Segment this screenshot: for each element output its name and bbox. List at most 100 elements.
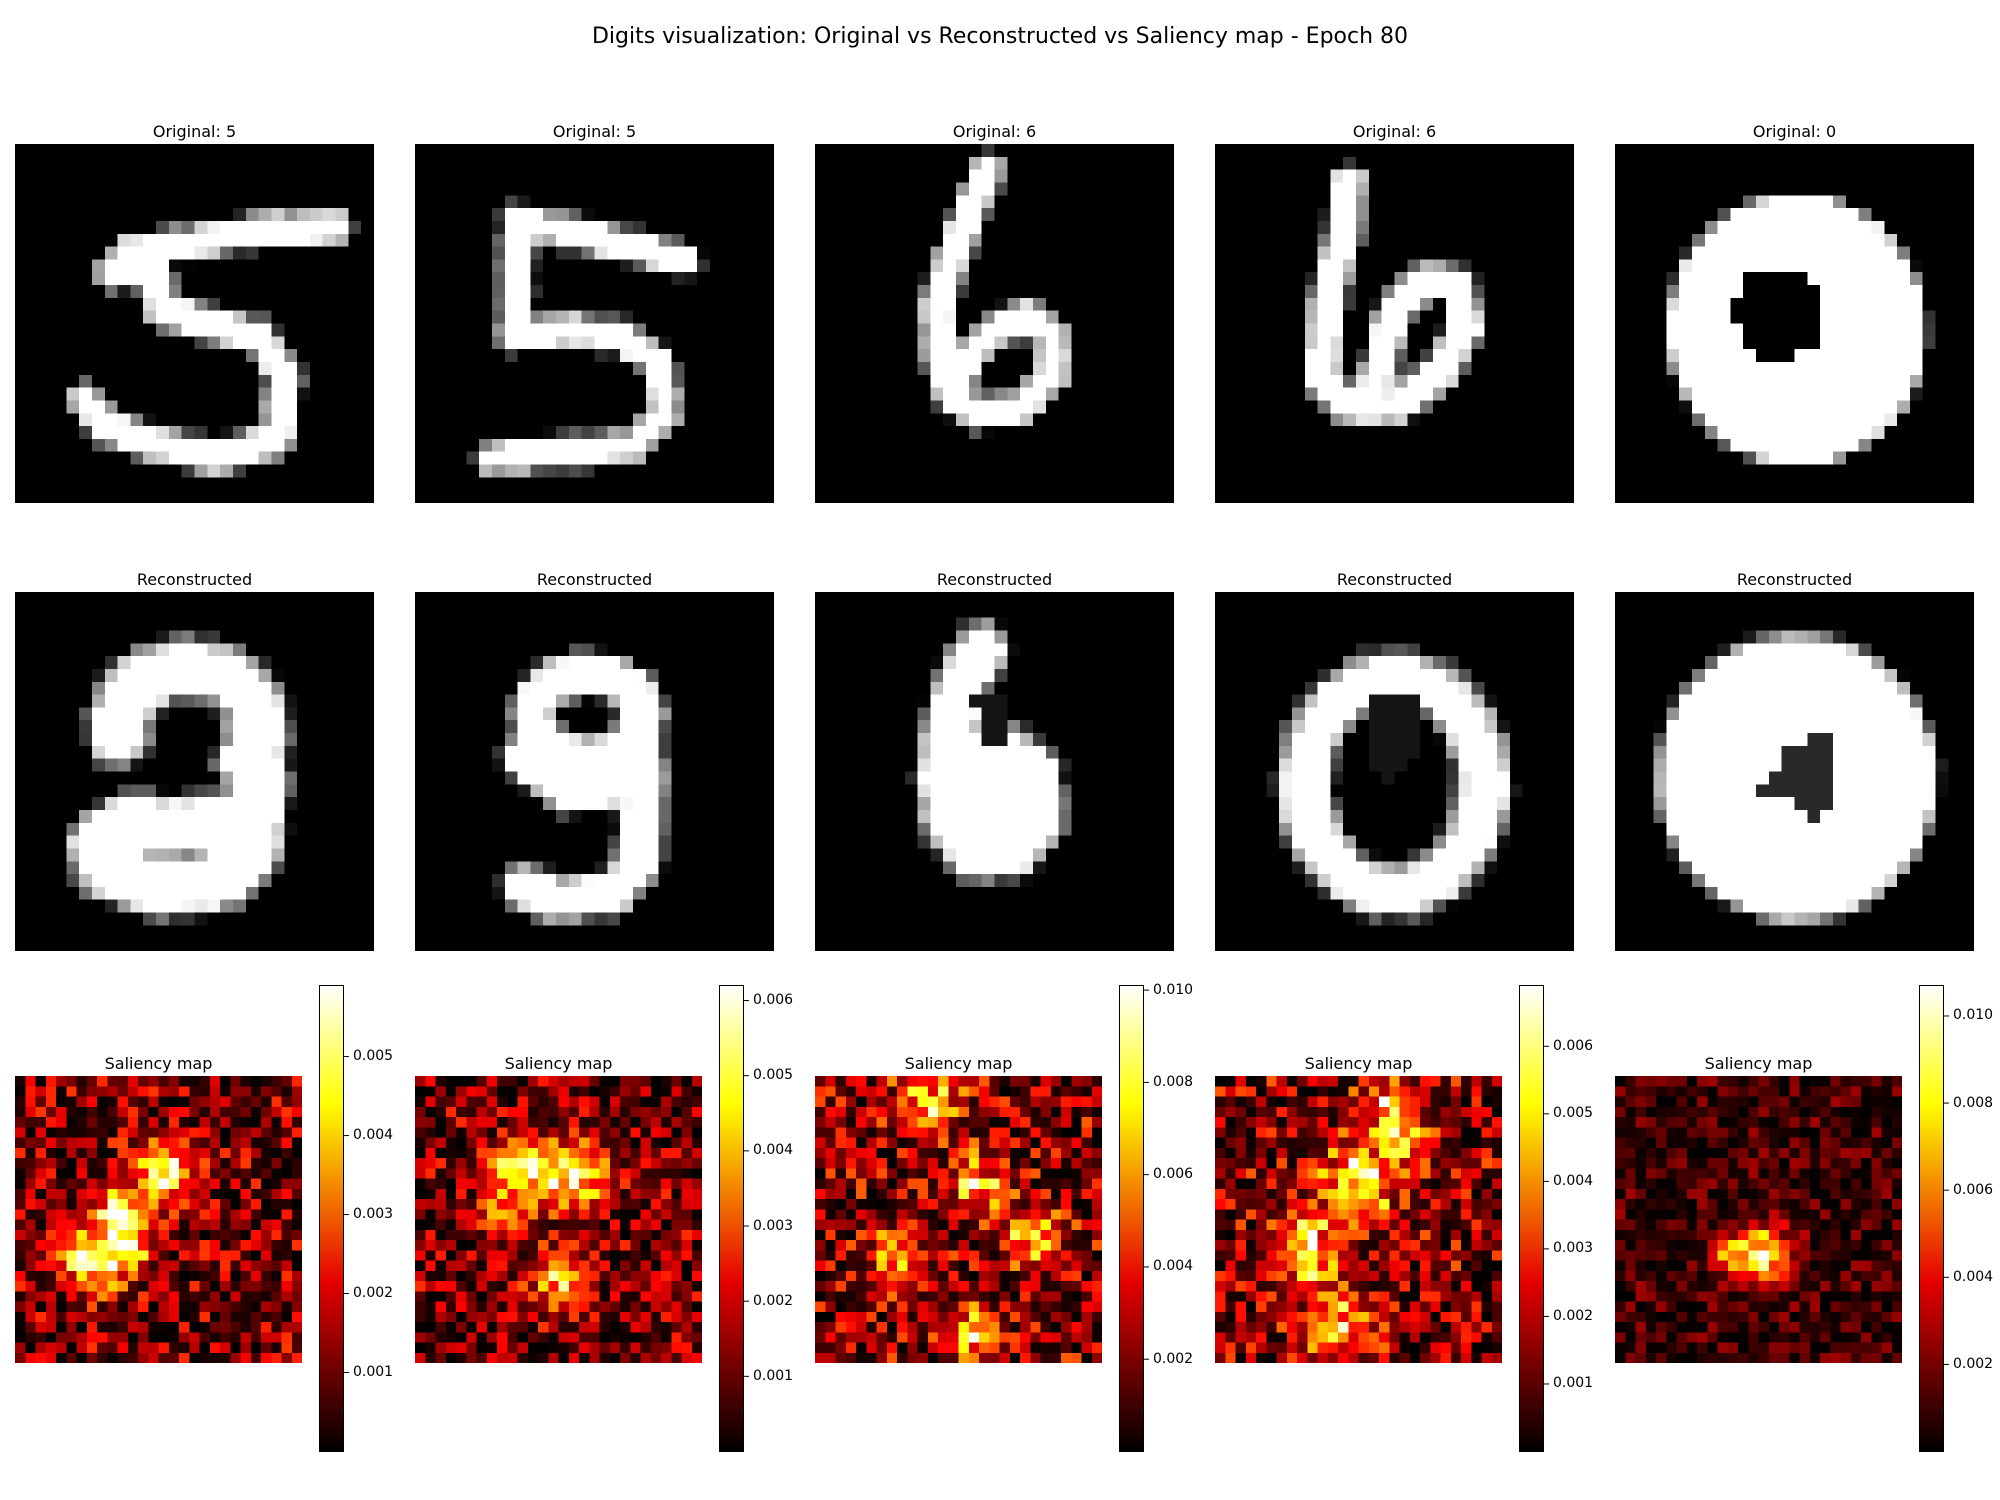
heatmap-cell	[168, 208, 182, 222]
heatmap-cell	[1794, 477, 1808, 491]
heatmap-cell	[891, 310, 906, 324]
heatmap-cell	[1215, 246, 1229, 260]
heatmap-cell	[556, 707, 570, 721]
heatmap-cell	[1368, 297, 1382, 311]
heatmap-cell	[453, 413, 467, 427]
heatmap-cell	[1948, 349, 1962, 363]
heatmap-cell	[581, 592, 595, 606]
heatmap-cell	[1897, 259, 1911, 273]
heatmap-cell	[1356, 220, 1370, 235]
heatmap-cell	[1653, 297, 1667, 311]
heatmap-cell	[1768, 361, 1782, 376]
heatmap-cell	[1820, 208, 1834, 222]
heatmap-cell	[1020, 374, 1034, 388]
heatmap-cell	[1884, 323, 1898, 337]
heatmap-cell	[1058, 361, 1072, 376]
heatmap-cell	[194, 694, 208, 708]
heatmap-cell	[207, 387, 221, 401]
heatmap-cell	[1432, 426, 1447, 440]
heatmap-cell	[156, 220, 170, 235]
heatmap-cell	[415, 400, 429, 414]
heatmap-cell	[181, 835, 195, 849]
heatmap-cell	[815, 182, 829, 196]
heatmap-cell	[1679, 477, 1693, 491]
heatmap-cell	[1653, 336, 1667, 350]
heatmap-cell	[232, 220, 247, 235]
heatmap-cell	[1832, 438, 1847, 452]
heatmap-cell	[335, 413, 349, 427]
heatmap-cell	[1548, 323, 1562, 337]
heatmap-cell	[645, 617, 659, 631]
heatmap-cell	[1935, 361, 1949, 376]
heatmap-cell	[117, 822, 131, 836]
heatmap-cell	[658, 374, 672, 388]
heatmap-cell	[1535, 426, 1549, 440]
heatmap-cell	[27, 272, 41, 286]
heatmap-cell	[1084, 438, 1098, 452]
heatmap-cell	[168, 426, 182, 440]
heatmap-cell	[748, 310, 762, 324]
heatmap-cell	[1420, 220, 1434, 235]
heatmap-cell	[1317, 246, 1331, 260]
heatmap-cell	[1356, 464, 1370, 478]
heatmap-cell	[207, 233, 221, 247]
heatmap-cell	[79, 681, 93, 695]
heatmap-cell	[1148, 297, 1162, 311]
heatmap-cell	[143, 169, 157, 183]
heatmap-cell	[491, 630, 506, 644]
heatmap-cell	[491, 592, 506, 606]
heatmap-cell	[232, 822, 247, 836]
heatmap-cell	[1330, 400, 1344, 414]
heatmap-cell	[143, 592, 157, 606]
heatmap-cell	[1291, 323, 1306, 337]
heatmap-cell	[66, 156, 80, 170]
heatmap-cell	[1394, 336, 1408, 350]
heatmap-cell	[79, 400, 93, 414]
heatmap-cell	[1420, 182, 1434, 196]
heatmap-cell	[1148, 272, 1162, 286]
heatmap-cell	[117, 681, 131, 695]
heatmap-cell	[245, 643, 259, 657]
heatmap-cell	[168, 617, 182, 631]
heatmap-cell	[66, 874, 80, 888]
heatmap-cell	[440, 233, 454, 247]
figure-title: Digits visualization: Original vs Recons…	[591, 24, 1409, 49]
heatmap-cell	[671, 617, 685, 631]
heatmap-cell	[194, 336, 208, 350]
heatmap-cell	[181, 925, 195, 939]
heatmap-cell	[761, 323, 774, 337]
heatmap-cell	[258, 297, 272, 311]
heatmap-cell	[427, 630, 441, 644]
heatmap-cell	[91, 643, 106, 657]
heatmap-cell	[258, 464, 272, 478]
heatmap-cell	[968, 169, 982, 183]
heatmap-cell	[53, 374, 67, 388]
heatmap-cell	[684, 297, 698, 311]
heatmap-cell	[322, 477, 336, 491]
heatmap-cell	[297, 374, 311, 388]
heatmap-cell	[1730, 490, 1744, 503]
heatmap-cell	[1666, 323, 1680, 337]
heatmap-cell	[1497, 464, 1511, 478]
heatmap-cell	[530, 233, 544, 247]
heatmap-cell	[53, 630, 67, 644]
heatmap-cell	[1135, 349, 1149, 363]
heatmap-cell	[1032, 259, 1047, 273]
heatmap-cell	[1704, 323, 1718, 337]
heatmap-cell	[827, 387, 841, 401]
heatmap-cell	[258, 374, 272, 388]
heatmap-cell	[1484, 285, 1498, 299]
heatmap-cell	[53, 656, 67, 670]
heatmap-cell	[1407, 169, 1421, 183]
heatmap-cell	[258, 426, 272, 440]
heatmap-cell	[1148, 438, 1162, 452]
heatmap-cell	[853, 374, 867, 388]
heatmap-cell	[27, 733, 41, 747]
heatmap-cell	[27, 681, 41, 695]
heatmap-cell	[1756, 477, 1770, 491]
heatmap-cell	[220, 297, 234, 311]
heatmap-cell	[220, 220, 234, 235]
heatmap-cell	[556, 310, 570, 324]
heatmap-cell	[322, 848, 336, 862]
heatmap-cell	[1135, 323, 1149, 337]
